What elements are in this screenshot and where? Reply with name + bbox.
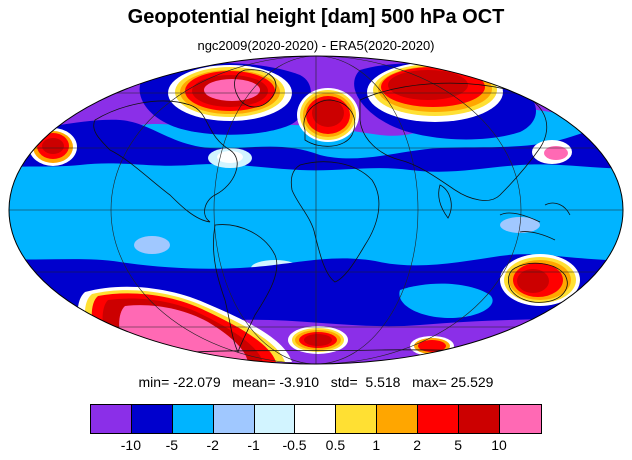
colorbar-box-8 (418, 405, 460, 433)
australia-coast (508, 262, 568, 303)
colorbar-box-1 (131, 405, 173, 433)
colorbar (90, 404, 542, 434)
aus-darkred (517, 269, 549, 293)
sa-darkred (304, 334, 332, 346)
east-asia-pink (544, 146, 568, 160)
colorbar-box-4 (254, 405, 296, 433)
colorbar-box-2 (172, 405, 214, 433)
europe-coast (303, 99, 356, 147)
plot-title: Geopotential height [dam] 500 hPa OCT (127, 6, 505, 28)
colorbar-box-9 (459, 405, 500, 433)
anomaly-field (9, 56, 623, 364)
colorbar-label-8: 5 (454, 437, 462, 453)
stat-std-label: std= (330, 374, 358, 390)
india-coast (438, 184, 452, 219)
pacific-darkred (42, 138, 64, 154)
stat-std-value: 5.518 (365, 374, 401, 390)
stat-min-value: -22.079 (173, 374, 221, 390)
stat-min-label: min= (138, 374, 170, 390)
greenland-coast (234, 69, 277, 108)
map-outline (8, 55, 624, 365)
na-white-patch (217, 151, 243, 163)
graticule (9, 56, 623, 364)
se-asia-islands (499, 202, 571, 241)
colorbar-box-0 (91, 405, 132, 433)
africa-coast (290, 161, 380, 283)
colorbar-label-2: -2 (206, 437, 219, 453)
colorbar-label-7: 2 (413, 437, 422, 453)
mollweide-map (8, 55, 624, 365)
colorbar-label-6: 1 (372, 437, 381, 453)
colorbar-box-3 (213, 405, 255, 433)
asia-coast (359, 82, 548, 201)
siberia-darkred (388, 70, 468, 100)
colorbar-box-6 (336, 405, 378, 433)
plot-subtitle: ngc2009(2020-2020) - ERA5(2020-2020) (197, 38, 435, 53)
colorbar-label-9: 10 (491, 437, 507, 453)
n-atlantic-pink (204, 79, 260, 101)
colorbar-box-7 (377, 405, 419, 433)
summary-stats: min= -22.079 mean= -3.910 std= 5.518 max… (0, 374, 632, 390)
north-blue-band (9, 119, 623, 172)
colorbar-box-10 (499, 405, 541, 433)
io-red (418, 340, 446, 352)
colorbar-label-3: -1 (247, 437, 260, 453)
pacific-light-patch (134, 236, 170, 254)
stat-max-label: max= (412, 374, 447, 390)
stat-mean-label: mean= (232, 374, 276, 390)
colorbar-box-5 (295, 405, 337, 433)
south-america-coast (213, 224, 278, 354)
europe-darkred (312, 99, 344, 127)
south-light-break (399, 283, 493, 318)
colorbar-label-4: -0.5 (282, 437, 307, 453)
stat-max-value: 25.529 (450, 374, 494, 390)
north-america-coast (93, 100, 238, 223)
colorbar-label-0: -10 (120, 437, 142, 453)
colorbar-label-1: -5 (165, 437, 179, 453)
stat-mean-value: -3.910 (279, 374, 320, 390)
colorbar-label-5: 0.5 (325, 437, 346, 453)
